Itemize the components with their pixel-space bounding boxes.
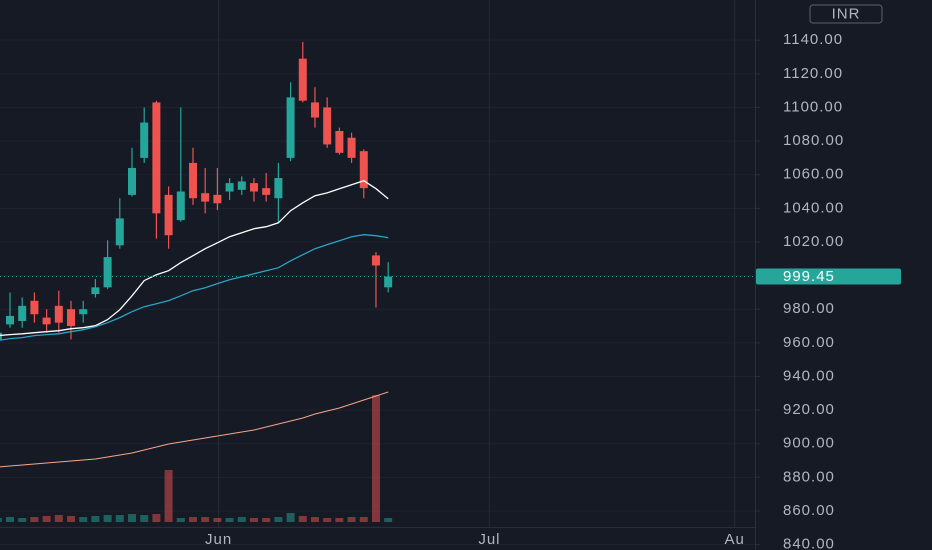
volume-ma-line — [0, 391, 389, 468]
volume-bar — [286, 513, 295, 522]
candle-body — [66, 309, 75, 327]
candle-body — [286, 97, 295, 158]
candle-body — [30, 300, 39, 315]
y-tick-label: 1120.00 — [783, 65, 843, 82]
volume-bar — [225, 518, 234, 522]
candle-body — [237, 181, 246, 190]
volume-bar — [0, 518, 2, 522]
volume-bar — [335, 518, 344, 522]
candle-body — [54, 305, 63, 323]
candle-body — [225, 183, 234, 192]
y-tick-label: 1040.00 — [783, 199, 844, 216]
y-tick-label: 960.00 — [783, 334, 835, 351]
candle-body — [298, 58, 307, 101]
candle-body — [188, 162, 197, 199]
currency-badge[interactable] — [809, 4, 883, 24]
y-tick-label: 1080.00 — [783, 132, 844, 149]
y-tick-label: 1020.00 — [783, 233, 844, 250]
candle-body — [91, 287, 100, 295]
candle-body — [18, 305, 27, 321]
volume-bar — [323, 518, 332, 522]
candle-body — [323, 107, 332, 145]
volume-bar — [371, 395, 380, 522]
x-tick-label: Jun — [205, 531, 232, 548]
volume-bar — [249, 518, 258, 522]
price-label-box — [756, 268, 901, 285]
candle-body — [310, 102, 319, 118]
volume-bar — [359, 517, 368, 522]
y-tick-label: 940.00 — [783, 367, 835, 384]
y-tick-label: 920.00 — [783, 401, 835, 418]
y-tick-label: 1140.00 — [783, 31, 843, 48]
volume-bar — [115, 515, 124, 522]
candle-body — [262, 188, 271, 195]
candle-body — [79, 309, 88, 315]
y-tick-label: 840.00 — [783, 536, 835, 550]
y-tick-label: 900.00 — [783, 435, 835, 452]
candle-body — [249, 183, 258, 192]
candle-body — [164, 194, 173, 236]
volume-bar — [42, 516, 51, 522]
volume-bar — [310, 517, 319, 522]
volume-bar — [298, 516, 307, 522]
x-tick-label: Au — [724, 531, 744, 548]
candle-body — [140, 122, 149, 158]
volume-bar — [213, 518, 222, 522]
currency: INR — [832, 5, 861, 22]
candle-body — [6, 315, 15, 325]
candle-body — [384, 276, 393, 288]
candle-body — [42, 317, 51, 325]
candle-body — [359, 151, 368, 189]
candle-body — [335, 130, 344, 153]
y-tick-label: 860.00 — [783, 502, 835, 519]
candle-body — [274, 178, 283, 199]
volume-bar — [347, 517, 356, 522]
x-tick-label: Jul — [478, 531, 500, 548]
volume-bar — [103, 515, 112, 522]
volume-bar — [140, 515, 149, 522]
volume-bar — [237, 517, 246, 522]
y-tick-label: 880.00 — [783, 468, 835, 485]
candle-body — [152, 102, 161, 214]
candle-body — [347, 137, 356, 158]
candle-body — [127, 167, 136, 195]
ma-line — [0, 179, 389, 337]
y-tick-label: 1060.00 — [783, 166, 844, 183]
volume-bar — [6, 517, 15, 522]
candle-body — [115, 218, 124, 246]
volume-bar — [384, 518, 393, 522]
volume-bar — [262, 518, 271, 522]
volume-bar — [54, 515, 63, 522]
candle-body — [213, 194, 222, 204]
ma-line — [0, 234, 389, 341]
volume-bar — [127, 514, 136, 522]
candle-body — [0, 332, 2, 340]
volume-bar — [152, 514, 161, 522]
volume-bar — [188, 517, 197, 522]
volume-bar — [66, 516, 75, 522]
volume-bar — [274, 517, 283, 522]
volume-bar — [79, 517, 88, 522]
candle-body — [103, 257, 112, 288]
price-label: 999.45 — [783, 268, 835, 285]
volume-bar — [176, 518, 185, 522]
candle-body — [176, 191, 185, 221]
volume-bar — [18, 518, 27, 522]
y-tick-label: 1100.00 — [783, 98, 843, 115]
volume-bar — [201, 517, 210, 522]
volume-bar — [164, 470, 173, 522]
y-tick-label: 980.00 — [783, 300, 835, 317]
candle-body — [371, 255, 380, 266]
volume-bar — [91, 516, 100, 522]
volume-bar — [30, 517, 39, 522]
candle-body — [201, 193, 210, 202]
